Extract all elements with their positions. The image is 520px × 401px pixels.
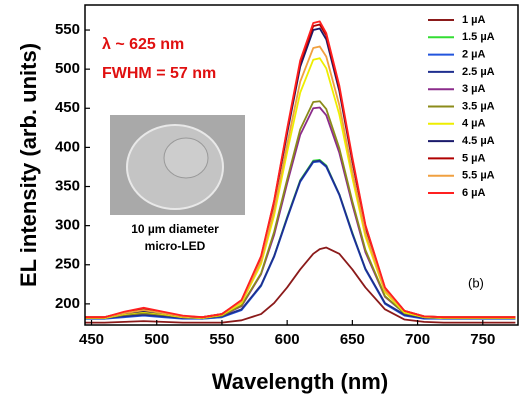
legend-label: 1.5 µA (462, 31, 495, 43)
inset-image (110, 115, 245, 215)
series-line (85, 246, 516, 324)
x-tick-label: 550 (209, 331, 234, 348)
legend-label: 6 µA (462, 187, 486, 199)
y-axis-label: EL intensity (arb. units) (16, 43, 41, 287)
y-tick-label: 350 (55, 177, 80, 194)
legend-label: 2.5 µA (462, 66, 495, 78)
plot-lines (85, 20, 516, 324)
y-tick-label: 550 (55, 21, 80, 38)
x-tick-label: 600 (275, 331, 300, 348)
legend-label: 5 µA (462, 152, 486, 164)
inset-caption: micro-LED (145, 239, 206, 253)
annotation: FWHM = 57 nm (102, 65, 216, 82)
inset-caption: 10 µm diameter (131, 222, 219, 236)
inset-mesa (163, 137, 209, 179)
y-tick-label: 450 (55, 99, 80, 116)
panel-label: (b) (468, 275, 484, 290)
x-tick-label: 500 (144, 331, 169, 348)
legend-label: 4.5 µA (462, 135, 495, 147)
legend-label: 3.5 µA (462, 100, 495, 112)
y-tick-label: 300 (55, 217, 80, 234)
x-tick-label: 450 (79, 331, 104, 348)
legend-label: 2 µA (462, 49, 486, 61)
y-tick-label: 200 (55, 295, 80, 312)
y-tick-label: 400 (55, 138, 80, 155)
annotation: λ ~ 625 nm (102, 36, 184, 53)
legend-label: 3 µA (462, 83, 486, 95)
legend-label: 5.5 µA (462, 170, 495, 182)
legend-label: 4 µA (462, 118, 486, 130)
x-tick-label: 750 (470, 331, 495, 348)
series-line (85, 20, 516, 319)
y-tick-label: 250 (55, 256, 80, 273)
x-axis-label: Wavelength (nm) (212, 369, 388, 394)
legend-label: 1 µA (462, 14, 486, 26)
x-tick-label: 650 (340, 331, 365, 348)
x-tick-label: 700 (405, 331, 430, 348)
y-tick-label: 500 (55, 60, 80, 77)
plot-frame (84, 4, 519, 326)
